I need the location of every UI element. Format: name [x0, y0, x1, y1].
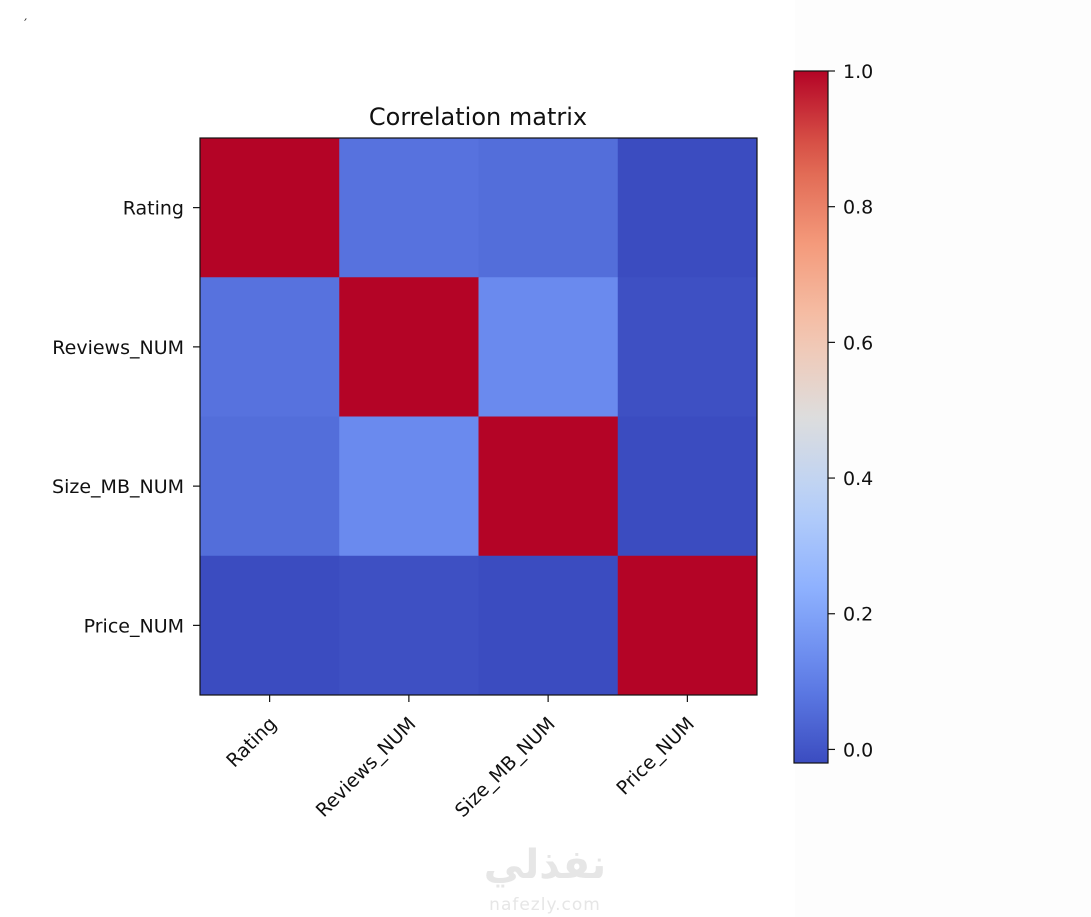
- heatmap-cell-reviews-num-price-num: [617, 277, 758, 417]
- row-label-price-num: Price_NUM: [84, 615, 184, 637]
- heatmap-cell-rating-rating: [200, 138, 340, 278]
- colorbar-tick-label: 1.0: [843, 61, 873, 83]
- colorbar-tick-label: 0.2: [843, 604, 873, 626]
- heatmap-cell-rating-price-num: [617, 138, 758, 278]
- row-label-rating: Rating: [123, 198, 184, 220]
- column-label-reviews-num: Reviews_NUM: [312, 713, 421, 822]
- colorbar-tick-label: 0.4: [843, 468, 873, 490]
- column-label-price-num: Price_NUM: [612, 713, 699, 800]
- row-label-size-mb-num: Size_MB_NUM: [52, 476, 184, 498]
- heatmap-cell-reviews-num-rating: [200, 277, 340, 417]
- heatmap-cell-size-mb-num-reviews-num: [339, 416, 479, 557]
- corner-mark: ′: [24, 17, 28, 33]
- heatmap-cell-rating-reviews-num: [339, 138, 479, 278]
- colorbar-tick-label: 0.0: [843, 739, 873, 761]
- heatmap-cell-price-num-rating: [200, 555, 340, 696]
- heatmap-cell-reviews-num-reviews-num: [339, 277, 479, 417]
- row-labels: Rating Reviews_NUM Size_MB_NUM Price_NUM: [52, 198, 200, 637]
- colorbar-ticks: 0.0 0.2 0.4 0.6 0.8 1.0: [828, 61, 873, 761]
- colorbar-tick-label: 0.8: [843, 197, 873, 219]
- heatmap-cell-price-num-price-num: [617, 555, 758, 696]
- heatmap-cell-reviews-num-size-mb-num: [478, 277, 619, 417]
- background-panel: [795, 0, 1091, 917]
- colorbar: [793, 70, 829, 764]
- chart-title: Correlation matrix: [369, 103, 587, 131]
- heatmap-cell-size-mb-num-size-mb-num: [478, 416, 619, 557]
- heatmap-frame: [199, 137, 758, 696]
- colorbar-tick-label: 0.6: [843, 332, 873, 354]
- heatmap-cell-rating-size-mb-num: [478, 138, 619, 278]
- watermark-url: nafezly.com: [489, 895, 601, 915]
- heatmap-cell-size-mb-num-rating: [200, 416, 340, 557]
- heatmap-cell-price-num-reviews-num: [339, 555, 479, 696]
- row-label-reviews-num: Reviews_NUM: [52, 337, 184, 359]
- heatmap-cells: [200, 138, 758, 696]
- heatmap-cell-size-mb-num-price-num: [617, 416, 758, 557]
- heatmap-cell-price-num-size-mb-num: [478, 555, 619, 696]
- column-label-rating: Rating: [222, 713, 281, 772]
- watermark-logo-text: نفذلي: [483, 842, 607, 888]
- column-label-size-mb-num: Size_MB_NUM: [451, 713, 560, 822]
- column-labels: Rating Reviews_NUM Size_MB_NUM Price_NUM: [222, 695, 699, 822]
